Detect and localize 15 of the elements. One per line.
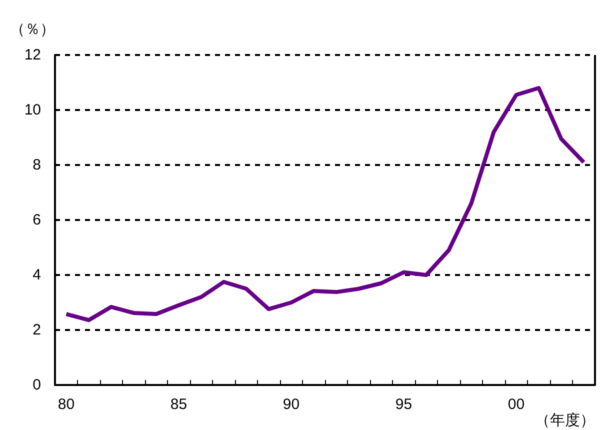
y-tick-label: 0 [32, 376, 41, 394]
x-tick-label: 95 [395, 396, 412, 413]
x-axis-title: （年度） [535, 412, 595, 429]
y-axis-title: （％） [10, 21, 55, 38]
y-tick-label: 6 [32, 212, 41, 228]
x-tick-label: 90 [282, 396, 300, 413]
x-tick-label: 85 [170, 396, 188, 413]
y-tick-label: 8 [32, 156, 41, 174]
y-tick-label: 2 [32, 322, 41, 338]
y-tick-label: 10 [24, 102, 41, 118]
line-series [64, 86, 586, 322]
x-tick-label: 80 [58, 396, 75, 413]
y-tick-label: 12 [24, 46, 41, 64]
x-tick-label: 00 [508, 396, 525, 413]
y-tick-label: 4 [32, 266, 41, 284]
